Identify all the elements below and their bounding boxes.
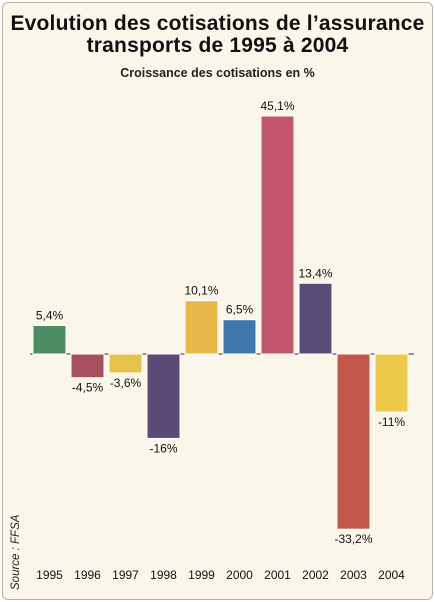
bar-1999: [184, 300, 219, 355]
x-tick-label-2001: 2001: [264, 568, 291, 582]
data-label-1995: 5,4%: [36, 309, 64, 323]
chart-title-line-1: Evolution des cotisations de l’assurance: [10, 12, 425, 35]
bar-2003: [336, 353, 371, 530]
chart-subtitle: Croissance des cotisations en %: [120, 66, 315, 80]
chart-title: Evolution des cotisations de l’assurance…: [3, 13, 432, 57]
data-label-2000: 6,5%: [226, 303, 254, 317]
x-tick-label-1998: 1998: [150, 568, 177, 582]
data-label-2004: -11%: [378, 415, 405, 429]
bar-1997: [108, 353, 143, 374]
data-label-2003: -33,2%: [334, 532, 372, 546]
x-tick-label-2003: 2003: [340, 568, 367, 582]
x-tick-label-1995: 1995: [36, 568, 63, 582]
data-label-2002: 13,4%: [298, 266, 332, 280]
bar-2002: [298, 282, 333, 355]
x-tick-label-2000: 2000: [226, 568, 253, 582]
x-tick-label-1999: 1999: [188, 568, 215, 582]
bar-1995: [32, 325, 67, 355]
bar-2004: [374, 353, 409, 413]
chart-title-line-2: transports de 1995 à 2004: [86, 34, 349, 57]
bar-2000: [222, 319, 257, 355]
x-tick-label-1996: 1996: [74, 568, 101, 582]
x-tick-label-1997: 1997: [112, 568, 139, 582]
bar-2001: [260, 115, 295, 355]
data-label-2001: 45,1%: [260, 99, 294, 113]
data-label-1996: -4,5%: [72, 381, 104, 395]
data-label-1998: -16%: [149, 441, 177, 455]
data-label-1999: 10,1%: [184, 284, 218, 298]
bar-1996: [70, 353, 105, 379]
x-tick-label-2004: 2004: [378, 568, 405, 582]
x-tick-label-2002: 2002: [302, 568, 329, 582]
bar-1998: [146, 353, 181, 439]
data-label-1997: -3,6%: [110, 376, 142, 390]
